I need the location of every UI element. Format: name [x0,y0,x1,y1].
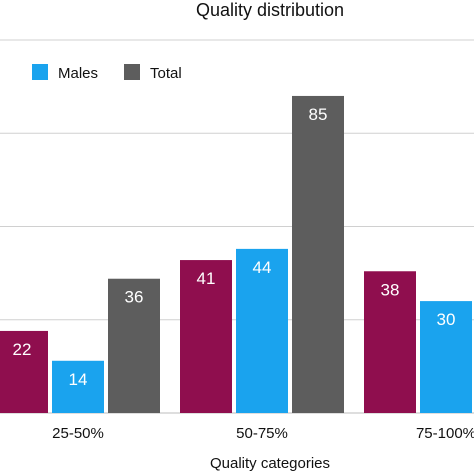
bar-females-4 [364,271,416,413]
data-label: 41 [197,269,216,288]
data-label: 38 [381,280,400,299]
data-label: 14 [69,370,88,389]
x-tick-label: 50-75% [236,425,288,442]
x-tick-label: 25-50% [52,425,104,442]
data-label: 30 [437,310,456,329]
bar-females-3 [180,260,232,413]
bar-total-2 [108,278,160,413]
x-axis-title: Quality categories [210,455,330,472]
bar-males-2 [52,360,104,413]
data-label: 22 [13,340,32,359]
bar-males-3 [236,248,288,413]
legend-label-total: Total [150,65,182,82]
x-tick-label: 75-100% [416,425,474,442]
bar-males-4 [420,301,472,413]
legend-swatch-males [32,64,48,80]
chart-title: Quality distribution [196,0,344,20]
data-label: 36 [125,288,144,307]
data-label: 85 [309,105,328,124]
bars: 2221436414485383068 [0,95,472,413]
bar-females-2 [0,330,48,413]
legend-swatch-total [124,64,140,80]
data-label: 44 [253,258,272,277]
legend-label-males: Males [58,65,98,82]
legend: FemalesMalesTotal [32,64,182,82]
x-tick-labels: 0-25%25-50%50-75%75-100% [52,425,474,442]
bar-total-3 [292,95,344,413]
